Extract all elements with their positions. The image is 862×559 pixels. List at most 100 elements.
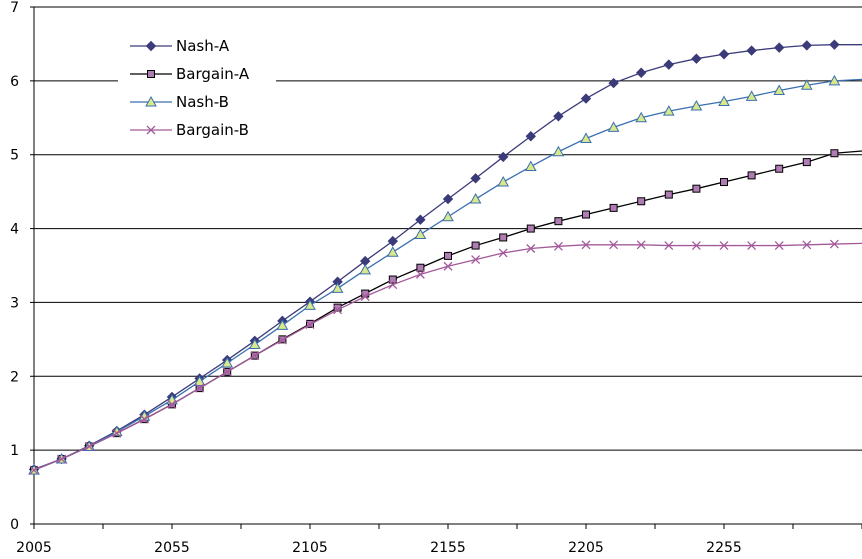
data-point (718, 49, 730, 60)
data-point (607, 121, 620, 132)
legend-item: Nash-B (130, 93, 229, 111)
data-point (664, 190, 673, 199)
data-point (359, 263, 372, 275)
data-point (747, 171, 756, 180)
legend-label: Nash-B (176, 93, 229, 111)
legend-item: Bargain-A (130, 65, 250, 83)
data-point (524, 160, 537, 172)
x-tick-label: 2255 (706, 540, 742, 556)
data-point (719, 241, 729, 251)
data-point (146, 125, 156, 135)
legend-item: Nash-A (130, 37, 230, 55)
legend-box (118, 30, 276, 148)
data-point (304, 299, 316, 310)
data-point (800, 79, 813, 90)
legend-item: Bargain-B (130, 121, 249, 139)
data-point (801, 40, 813, 51)
legend-label: Bargain-B (176, 121, 249, 139)
data-point (469, 192, 482, 204)
y-tick-label: 2 (10, 369, 19, 385)
data-point (554, 217, 563, 226)
data-point (387, 235, 399, 247)
data-point (331, 282, 344, 293)
x-tick-label: 2205 (568, 540, 604, 556)
data-point (746, 45, 757, 56)
data-point (720, 178, 728, 187)
data-point (497, 176, 510, 187)
data-point (471, 241, 480, 250)
x-tick-label: 2105 (292, 540, 328, 556)
data-point (305, 320, 315, 330)
data-point (147, 70, 155, 78)
data-point (526, 224, 535, 233)
y-tick-label: 1 (10, 443, 19, 459)
data-point (553, 241, 563, 251)
data-point (580, 93, 592, 104)
data-point (360, 292, 370, 301)
data-point (745, 90, 758, 101)
legend-label: Bargain-A (176, 65, 250, 83)
data-point (553, 111, 564, 122)
data-point (416, 263, 425, 272)
data-point (333, 305, 343, 315)
data-point (773, 84, 786, 95)
data-point (388, 275, 397, 284)
data-point (193, 375, 206, 386)
data-point (637, 197, 646, 206)
y-tick-label: 5 (10, 148, 19, 164)
data-point (84, 441, 94, 451)
data-point (526, 244, 536, 253)
data-point (609, 240, 619, 250)
y-tick-label: 3 (10, 295, 19, 311)
x-tick-label: 2155 (430, 540, 466, 556)
data-point (580, 132, 592, 143)
legend: Nash-A Bargain-A Nash-B Bargain-B (118, 30, 276, 148)
series-line (33, 242, 862, 471)
data-point (552, 145, 565, 157)
data-point (442, 210, 454, 222)
data-point (609, 203, 618, 212)
data-point (663, 59, 675, 70)
data-point (802, 240, 812, 250)
x-tick-label: 2005 (16, 540, 52, 556)
data-point (582, 210, 590, 219)
data-point (29, 465, 39, 475)
data-point (444, 251, 452, 260)
data-point (443, 261, 453, 271)
legend-label: Nash-A (176, 37, 230, 55)
data-point (829, 39, 840, 50)
data-point (802, 158, 811, 167)
data-point (167, 399, 177, 409)
data-point (145, 95, 157, 107)
x-axis-ticks: 2005 2055 2105 2155 2205 2255 (16, 524, 862, 556)
data-point (386, 246, 399, 257)
data-point (774, 241, 784, 251)
data-point (691, 53, 702, 64)
y-axis-ticks: 0 1 2 3 4 5 6 7 (10, 0, 34, 533)
data-point (222, 367, 232, 377)
y-tick-label: 4 (10, 222, 19, 238)
data-point (145, 40, 157, 52)
series-layer (28, 39, 862, 475)
data-point (221, 356, 234, 368)
data-point (773, 42, 785, 53)
data-point (664, 241, 674, 251)
data-point (692, 184, 701, 193)
y-tick-label: 0 (10, 517, 19, 533)
data-point (414, 228, 427, 239)
data-point (636, 240, 646, 250)
data-point (830, 149, 839, 158)
data-point (581, 240, 591, 250)
y-tick-label: 7 (10, 0, 19, 16)
data-point (690, 99, 703, 111)
data-point (829, 239, 839, 249)
data-point (691, 241, 701, 251)
data-point (498, 248, 508, 258)
data-point (388, 280, 398, 290)
data-point (195, 383, 205, 393)
data-point (248, 338, 261, 350)
data-point (277, 335, 287, 345)
data-point (828, 74, 841, 86)
data-point (662, 105, 675, 116)
